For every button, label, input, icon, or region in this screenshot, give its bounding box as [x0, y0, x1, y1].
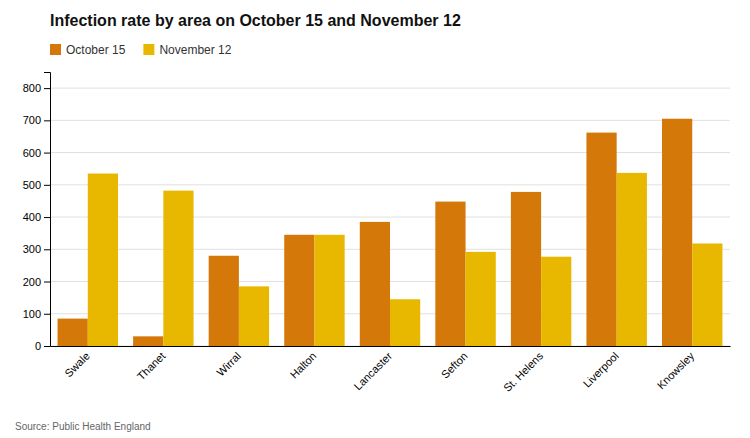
tick-mark — [44, 217, 50, 218]
chart: Infection rate by area on October 15 and… — [0, 0, 750, 438]
bars — [58, 119, 723, 346]
tick: 500 — [23, 179, 50, 191]
tick: Halton — [288, 350, 319, 381]
tick-label: Lancaster — [351, 349, 394, 392]
bar — [88, 174, 118, 346]
title: Infection rate by area on October 15 and… — [50, 12, 461, 29]
tick: 600 — [23, 147, 50, 159]
tick: Sefton — [439, 350, 470, 381]
tick-mark — [44, 249, 50, 250]
tick-label: 200 — [23, 276, 41, 288]
tick: 400 — [23, 211, 50, 223]
tick-label: 800 — [23, 82, 41, 94]
tick-mark — [44, 120, 50, 121]
tick: 200 — [23, 276, 50, 288]
bar — [435, 202, 465, 346]
y-axis: 0 100 200 300 400 500 600 700 800 — [23, 73, 51, 353]
bar — [541, 257, 571, 346]
legend: October 15 November 12 — [50, 43, 232, 57]
bar — [58, 319, 88, 346]
annotation: Source: Public Health England — [15, 421, 151, 432]
grid — [50, 88, 730, 346]
tick-label: Knowsley — [655, 349, 697, 391]
tick: St. Helens — [501, 349, 546, 394]
bar — [209, 256, 239, 346]
tick: 300 — [23, 243, 50, 255]
tick-label: 700 — [23, 114, 41, 126]
tick-label: 0 — [35, 340, 41, 352]
legend-label: October 15 — [66, 43, 126, 57]
grid-line — [50, 152, 730, 153]
tick-label: 600 — [23, 147, 41, 159]
tick-mark — [44, 153, 50, 154]
axis-line — [51, 346, 731, 347]
tick-label: Liverpool — [581, 350, 621, 390]
bar — [239, 286, 269, 346]
grid-line — [50, 120, 730, 121]
tick-mark — [44, 314, 50, 315]
legend-item: November 12 — [143, 43, 231, 57]
tick-mark — [44, 185, 50, 186]
tick-label: Thanet — [135, 350, 168, 383]
x-axis: Swale Thanet Wirral Halton Lancaster Sefton St… — [51, 347, 731, 395]
tick: Knowsley — [655, 349, 697, 391]
plot: 0 100 200 300 400 500 600 700 800 Swale Thanet Wirr… — [23, 73, 731, 395]
tick-label: Swale — [62, 350, 92, 380]
tick: 100 — [23, 308, 50, 320]
tick-mark — [44, 282, 50, 283]
tick: 800 — [23, 82, 50, 94]
bar — [163, 191, 193, 346]
legend-swatch — [50, 44, 61, 55]
legend-swatch — [143, 44, 154, 55]
bar-series — [58, 119, 693, 346]
bar — [692, 243, 722, 346]
bar — [617, 173, 647, 346]
tick: Thanet — [135, 350, 168, 383]
tick-mark — [44, 88, 50, 89]
tick-mark — [44, 346, 50, 347]
tick: Liverpool — [581, 350, 621, 390]
tick-label: Sefton — [439, 350, 470, 381]
tick-label: Halton — [288, 350, 319, 381]
tick: Wirral — [214, 350, 243, 379]
legend-item: October 15 — [50, 43, 126, 57]
bar — [314, 235, 344, 346]
bar — [284, 235, 314, 346]
grid-line — [50, 88, 730, 89]
bar — [466, 252, 496, 346]
tick-label: Wirral — [214, 350, 243, 379]
bar-series — [88, 173, 723, 346]
bar — [360, 222, 390, 346]
bar — [586, 133, 616, 346]
legend-label: November 12 — [159, 43, 231, 57]
bar — [511, 192, 541, 346]
tick-label: 300 — [23, 243, 41, 255]
bar — [133, 336, 163, 346]
axis-line — [44, 73, 51, 347]
tick: Lancaster — [351, 349, 394, 392]
tick-label: 500 — [23, 179, 41, 191]
tick: 700 — [23, 114, 50, 126]
bar — [390, 299, 420, 346]
tick-label: 100 — [23, 308, 41, 320]
tick: 0 — [35, 340, 50, 352]
bar — [662, 119, 692, 346]
tick-label: St. Helens — [501, 349, 546, 394]
tick-label: 400 — [23, 211, 41, 223]
tick: Swale — [62, 350, 92, 380]
